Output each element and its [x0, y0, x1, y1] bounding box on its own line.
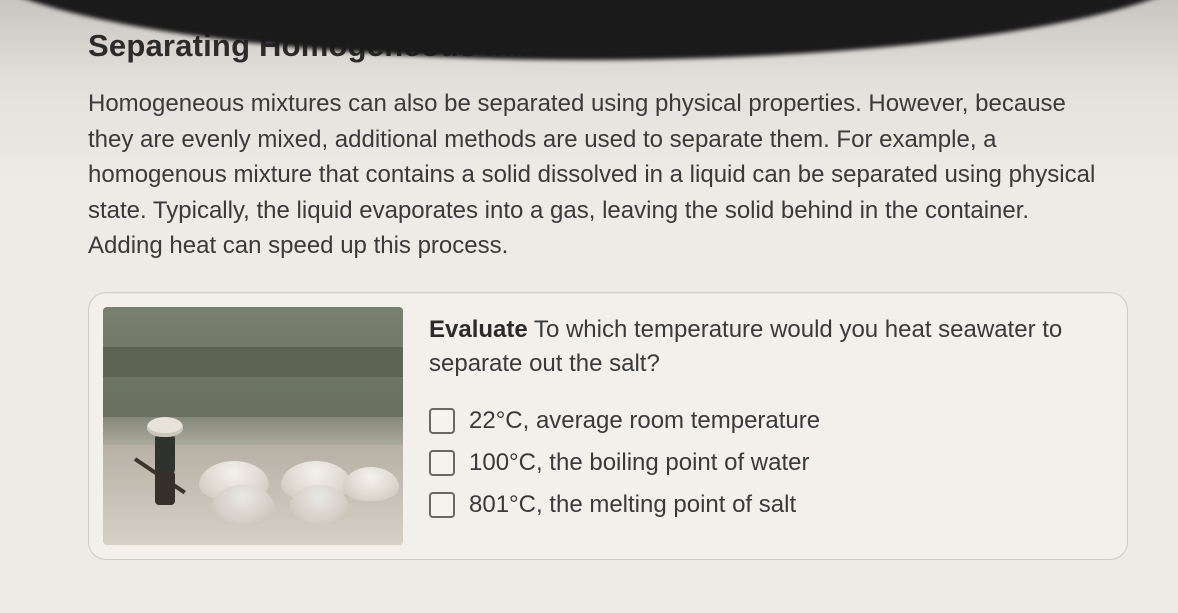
- checkbox-icon[interactable]: [429, 408, 455, 434]
- options-group: 22°C, average room temperature 100°C, th…: [429, 407, 1105, 519]
- page: Separating Homogeneous Mixtures Homogene…: [0, 0, 1178, 613]
- option-100c[interactable]: 100°C, the boiling point of water: [429, 449, 1105, 477]
- option-801c[interactable]: 801°C, the melting point of salt: [429, 491, 1105, 519]
- checkbox-icon[interactable]: [429, 492, 455, 518]
- option-label: 801°C, the melting point of salt: [469, 491, 796, 519]
- option-label: 22°C, average room temperature: [469, 407, 820, 435]
- evaluate-content: Evaluate To which temperature would you …: [429, 307, 1105, 545]
- checkbox-icon[interactable]: [429, 450, 455, 476]
- evaluate-card: Evaluate To which temperature would you …: [88, 292, 1128, 560]
- evaluate-lead: Evaluate: [429, 316, 528, 343]
- salt-harvest-photo: [103, 307, 403, 545]
- worker-figure-icon: [141, 417, 189, 507]
- option-22c[interactable]: 22°C, average room temperature: [429, 407, 1105, 435]
- evaluate-question: Evaluate To which temperature would you …: [429, 313, 1105, 381]
- body-paragraph: Homogeneous mixtures can also be separat…: [88, 86, 1108, 264]
- option-label: 100°C, the boiling point of water: [469, 449, 809, 477]
